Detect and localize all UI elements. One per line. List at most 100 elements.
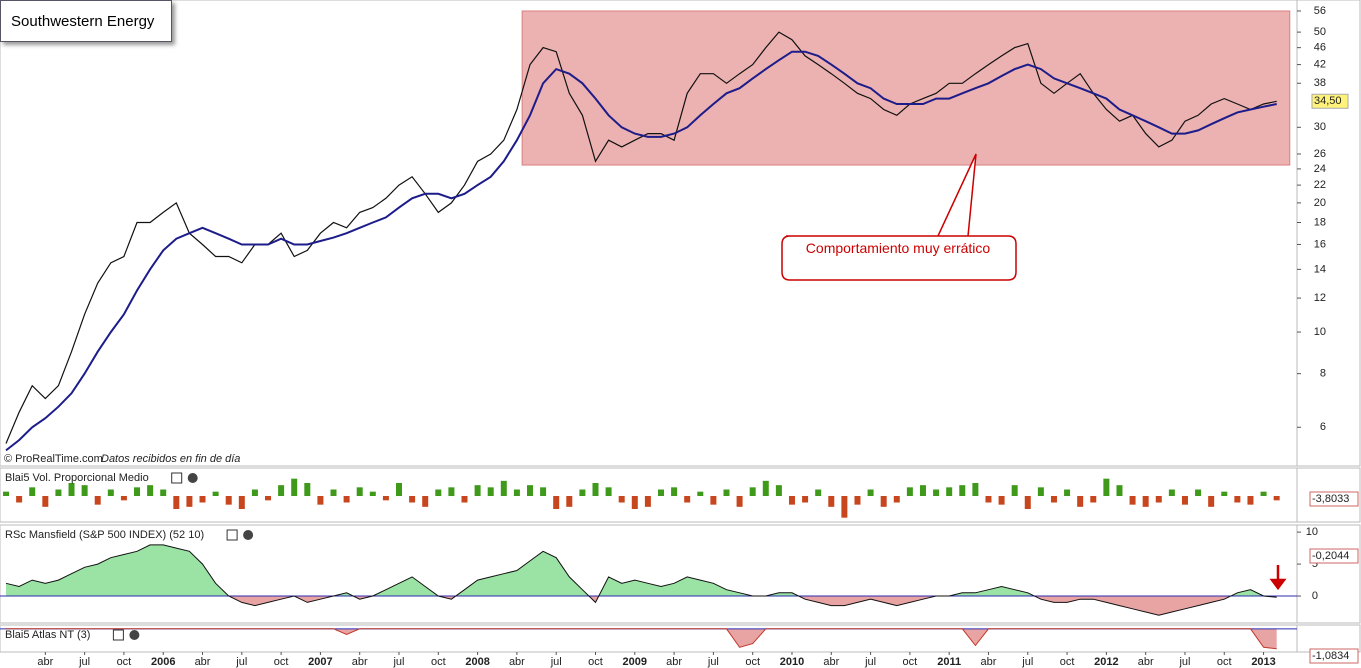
x-tick-label: jul: [1178, 656, 1190, 668]
bar: [893, 496, 900, 503]
bar: [618, 496, 625, 503]
x-tick-label: abr: [666, 656, 682, 668]
x-tick-label: 2010: [780, 656, 804, 668]
panel-title: RSc Mansfield (S&P 500 INDEX) (52 10): [5, 529, 204, 541]
y-tick-label: 8: [1320, 368, 1326, 380]
close-icon[interactable]: [129, 630, 140, 640]
bar: [487, 487, 494, 496]
bar: [317, 496, 324, 505]
bar: [160, 489, 167, 496]
bar: [474, 485, 481, 496]
last-value-label: 34,50: [1314, 95, 1342, 107]
x-tick-label: jul: [864, 656, 876, 668]
bar: [657, 489, 664, 496]
bar: [775, 485, 782, 496]
bar: [147, 485, 154, 496]
bar: [762, 480, 769, 496]
bar: [880, 496, 887, 507]
x-tick-label: oct: [274, 656, 289, 668]
bar: [173, 496, 180, 509]
bar: [1129, 496, 1136, 505]
bar: [3, 491, 10, 496]
panel-frame: [0, 467, 1361, 523]
close-icon[interactable]: [243, 530, 254, 540]
bar: [946, 487, 953, 496]
bar: [1221, 491, 1228, 496]
x-tick-label: 2013: [1251, 656, 1275, 668]
bar: [579, 489, 586, 496]
x-tick-label: 2008: [465, 656, 489, 668]
x-tick-label: 2011: [937, 656, 961, 668]
close-icon[interactable]: [187, 473, 198, 483]
y-tick-label: 14: [1314, 263, 1326, 275]
bar: [919, 485, 926, 496]
x-tick-label: 2006: [151, 656, 175, 668]
last-value-label: -0,2044: [1312, 550, 1349, 562]
bar: [566, 496, 573, 507]
x-tick-label: 2009: [623, 656, 647, 668]
bar: [461, 496, 468, 503]
bar: [1116, 485, 1123, 496]
x-tick-label: jul: [235, 656, 247, 668]
bar: [788, 496, 795, 505]
y-tick-label: 46: [1314, 42, 1326, 54]
bar: [828, 496, 835, 507]
panel-title: Blai5 Vol. Proporcional Medio: [5, 472, 149, 484]
bar: [1090, 496, 1097, 503]
x-tick-label: jul: [707, 656, 719, 668]
bar: [723, 489, 730, 496]
x-tick-label: oct: [745, 656, 760, 668]
bar: [985, 496, 992, 503]
x-tick-label: abr: [195, 656, 211, 668]
last-value-label: -1,0834: [1312, 650, 1349, 662]
bar: [1195, 489, 1202, 496]
bar: [644, 496, 651, 507]
indicator-line: [6, 628, 1277, 650]
bar: [736, 496, 743, 507]
price-line: [5, 31, 1277, 444]
bar: [605, 487, 612, 496]
bar: [29, 487, 36, 496]
bar: [1181, 496, 1188, 505]
x-tick-label: abr: [981, 656, 997, 668]
bar: [1011, 485, 1018, 496]
y-tick-label: 18: [1314, 216, 1326, 228]
window-icon: [171, 472, 183, 484]
highlight-zone: [521, 10, 1291, 166]
bar: [513, 489, 520, 496]
bar: [1103, 478, 1110, 496]
bar: [500, 480, 507, 496]
bar: [1077, 496, 1084, 507]
bar: [448, 487, 455, 496]
y-tick-label: 24: [1314, 163, 1326, 175]
moving-average: [5, 50, 1277, 452]
bar: [81, 485, 88, 496]
x-tick-label: abr: [1138, 656, 1154, 668]
y-tick-label: 0: [1312, 590, 1318, 602]
panel-frame: [0, 624, 1361, 653]
bar: [710, 496, 717, 505]
bar: [1155, 496, 1162, 503]
bar: [343, 496, 350, 503]
y-tick-label: 12: [1314, 292, 1326, 304]
bar: [304, 483, 311, 496]
bar: [120, 496, 127, 501]
y-tick-label: 10: [1306, 526, 1318, 538]
x-tick-label: oct: [588, 656, 603, 668]
bar: [212, 491, 219, 496]
panel-frame: [0, 524, 1361, 624]
x-tick-label: oct: [1060, 656, 1075, 668]
bar: [933, 489, 940, 496]
area-negative: [333, 628, 1277, 649]
bar: [356, 487, 363, 496]
x-tick-label: oct: [117, 656, 132, 668]
bar: [1273, 496, 1280, 501]
y-tick-label: 6: [1320, 421, 1326, 433]
x-tick-label: jul: [392, 656, 404, 668]
last-value-box: [1309, 548, 1359, 564]
x-tick-label: oct: [903, 656, 918, 668]
bar: [1247, 496, 1254, 505]
bar: [553, 496, 560, 509]
callout-text: Comportamiento muy errático: [805, 240, 991, 256]
